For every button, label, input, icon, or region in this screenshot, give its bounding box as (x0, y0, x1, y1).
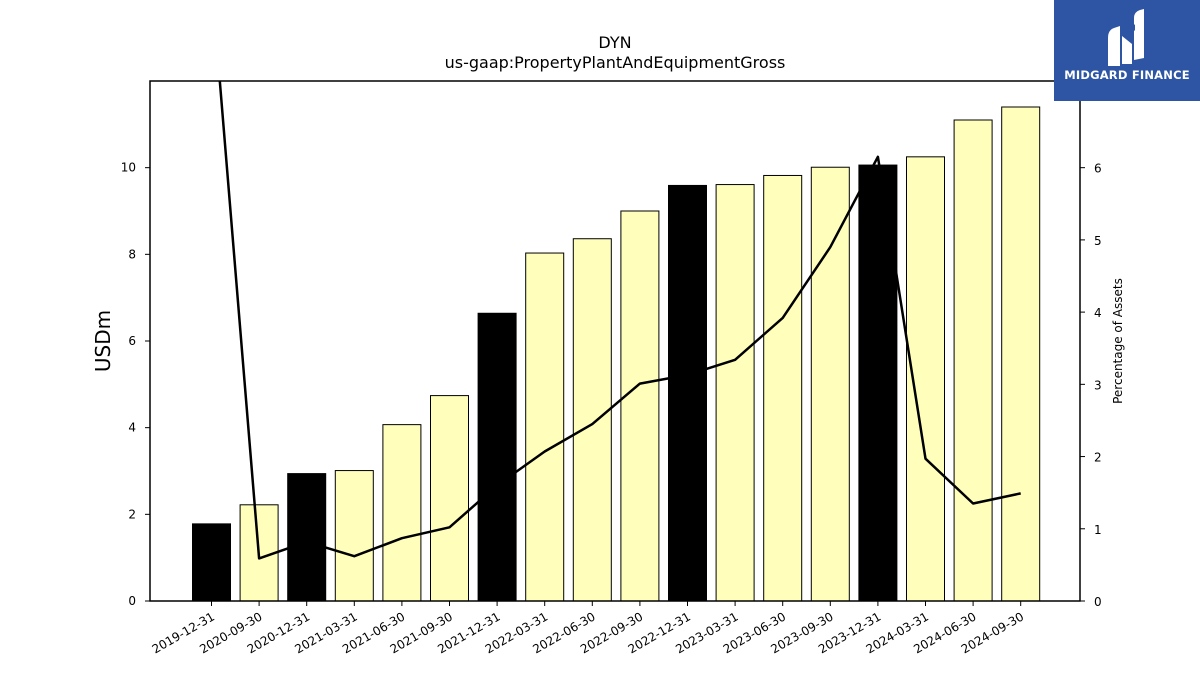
percentage-of-assets-line (218, 80, 1021, 560)
bar-2021-12-31 (477, 312, 517, 602)
y-axis-label: USDm (91, 310, 115, 372)
y2-axis-label: Percentage of Assets (1111, 278, 1125, 404)
midgard-finance-logo: MIDGARD FINANCE (1054, 0, 1200, 101)
y2-tick-label: 0 (1094, 595, 1102, 609)
y-tick-label: 0 (128, 594, 136, 608)
bar-2024-09-30 (1001, 106, 1041, 602)
bar-2021-03-31 (334, 470, 374, 602)
bar-2022-09-30 (620, 210, 660, 602)
bar-2022-12-31 (668, 184, 707, 602)
bar-2022-06-30 (572, 238, 612, 602)
y2-tick-label: 5 (1094, 234, 1102, 248)
y2-tick-label: 2 (1094, 451, 1102, 465)
bar-2023-12-31 (858, 164, 898, 602)
bar-2019-12-31 (192, 523, 231, 602)
bar-2023-09-30 (810, 166, 850, 602)
bar-2023-06-30 (763, 174, 803, 602)
y-tick-label: 2 (128, 507, 136, 521)
plot-frame (149, 80, 1081, 602)
bar-2021-09-30 (430, 395, 469, 602)
bar-2022-03-31 (525, 252, 565, 602)
y2-tick-label: 3 (1094, 378, 1102, 392)
y-tick-label: 6 (128, 334, 136, 348)
y-tick-label: 4 (128, 421, 136, 435)
bar-2023-03-31 (715, 184, 755, 602)
logo-text: MIDGARD FINANCE (1064, 68, 1190, 82)
chart-subtitle: us-gaap:PropertyPlantAndEquipmentGross (445, 53, 786, 72)
bar-2020-12-31 (287, 473, 327, 602)
y2-tick-label: 4 (1094, 306, 1102, 320)
y-tick-label: 8 (128, 247, 136, 261)
chart-title: DYN (598, 33, 631, 52)
y2-tick-label: 6 (1094, 162, 1102, 176)
y2-tick-label: 1 (1094, 523, 1102, 537)
bar-2021-06-30 (382, 424, 422, 602)
bar-2024-06-30 (953, 119, 993, 602)
midgard-logo-icon (1108, 9, 1144, 66)
y-tick-label: 10 (121, 161, 136, 175)
